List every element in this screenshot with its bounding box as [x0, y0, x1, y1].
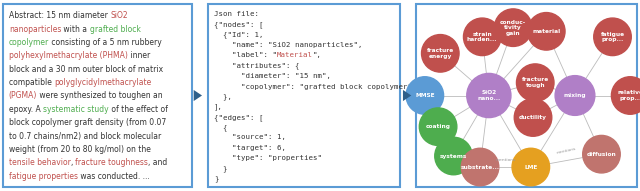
Text: coating: coating: [426, 124, 451, 129]
Text: Abstract: 15 nm diameter: Abstract: 15 nm diameter: [9, 11, 110, 20]
Text: were synthesized to toughen an: were synthesized to toughen an: [37, 91, 163, 100]
FancyBboxPatch shape: [3, 4, 192, 187]
Text: {"nodes": [: {"nodes": [: [214, 21, 263, 28]
Ellipse shape: [582, 135, 620, 173]
Ellipse shape: [555, 76, 595, 115]
Text: block and a 30 nm outer block of matrix: block and a 30 nm outer block of matrix: [9, 65, 163, 74]
Ellipse shape: [467, 73, 511, 118]
Text: fatigue
prop...: fatigue prop...: [600, 32, 625, 42]
Text: material: material: [532, 29, 561, 34]
Text: ",: ",: [313, 52, 322, 58]
Ellipse shape: [422, 35, 459, 72]
Text: was conducted. ...: was conducted. ...: [78, 172, 150, 181]
Text: block copolymer graft density (from 0.07: block copolymer graft density (from 0.07: [9, 118, 166, 127]
Ellipse shape: [419, 108, 457, 145]
Ellipse shape: [494, 9, 532, 46]
Text: , and: , and: [148, 158, 168, 167]
Ellipse shape: [594, 18, 631, 56]
Text: ,: ,: [71, 158, 76, 167]
FancyBboxPatch shape: [416, 4, 637, 187]
Text: SiO2
nano...: SiO2 nano...: [477, 90, 500, 101]
Text: systematic study: systematic study: [43, 105, 109, 114]
Text: mentions: mentions: [556, 147, 577, 155]
Text: polyglycidylmethacrylate: polyglycidylmethacrylate: [54, 78, 152, 87]
Text: weight (from 20 to 80 kg/mol) on the: weight (from 20 to 80 kg/mol) on the: [9, 145, 151, 154]
Text: polyhexylmethacrylate (PHMA): polyhexylmethacrylate (PHMA): [9, 51, 128, 60]
Ellipse shape: [461, 148, 499, 186]
Text: fracture
energy: fracture energy: [427, 48, 454, 58]
Ellipse shape: [611, 77, 640, 114]
Text: tensile behavior: tensile behavior: [9, 158, 71, 167]
Text: ductility: ductility: [519, 115, 547, 120]
Text: {"edges": [: {"edges": [: [214, 114, 263, 121]
Text: consisting of a 5 nm rubbery: consisting of a 5 nm rubbery: [49, 38, 162, 47]
Text: {: {: [214, 124, 227, 131]
Text: strain
harden...: strain harden...: [467, 32, 497, 42]
FancyBboxPatch shape: [208, 4, 400, 187]
Text: nanoparticles: nanoparticles: [9, 24, 61, 34]
Text: diffusion: diffusion: [587, 152, 616, 157]
Text: },: },: [214, 93, 232, 100]
Text: "source": 1,: "source": 1,: [214, 134, 285, 140]
Ellipse shape: [516, 64, 554, 101]
Text: SiO2: SiO2: [110, 11, 128, 20]
Text: LME: LME: [524, 164, 538, 169]
Text: "type": "properties": "type": "properties": [214, 155, 322, 161]
Ellipse shape: [512, 148, 550, 186]
Text: "copolymer": "grafted block copolymer" }: "copolymer": "grafted block copolymer" }: [214, 83, 420, 90]
Text: mixing: mixing: [564, 93, 586, 98]
Text: ],: ],: [214, 104, 223, 110]
Text: "attributes": {: "attributes": {: [214, 62, 300, 69]
Text: {"Id": 1,: {"Id": 1,: [214, 32, 263, 38]
Text: copolymer: copolymer: [9, 38, 49, 47]
Text: "label": ": "label": ": [214, 52, 276, 58]
Text: "name": "SiO2 nanoparticles",: "name": "SiO2 nanoparticles",: [214, 42, 362, 48]
Text: Material: Material: [276, 52, 313, 58]
Ellipse shape: [463, 18, 501, 56]
Text: (PGMA): (PGMA): [9, 91, 37, 100]
Text: relative
prop...: relative prop...: [617, 90, 640, 101]
Text: Json file:: Json file:: [214, 11, 259, 17]
Ellipse shape: [515, 99, 552, 136]
Text: "target": 6,: "target": 6,: [214, 145, 285, 151]
Text: inner: inner: [128, 51, 150, 60]
Ellipse shape: [435, 137, 472, 175]
Text: fatigue properties: fatigue properties: [9, 172, 78, 181]
Text: with a: with a: [61, 24, 90, 34]
Ellipse shape: [406, 77, 444, 114]
Text: to 0.7 chains/nm2) and block molecular: to 0.7 chains/nm2) and block molecular: [9, 132, 161, 141]
Text: fracture toughness: fracture toughness: [76, 158, 148, 167]
Text: systems: systems: [440, 154, 467, 159]
Text: }: }: [214, 165, 227, 172]
Text: }: }: [214, 176, 218, 182]
Text: substrate...: substrate...: [461, 164, 500, 169]
Text: of the effect of: of the effect of: [109, 105, 168, 114]
Text: "diameter": "15 nm",: "diameter": "15 nm",: [214, 73, 331, 79]
Text: MMSE: MMSE: [415, 93, 435, 98]
Text: epoxy. A: epoxy. A: [9, 105, 43, 114]
Text: fracture
tough: fracture tough: [522, 78, 549, 88]
Ellipse shape: [527, 13, 565, 50]
Text: conduc-
tivity
gain: conduc- tivity gain: [500, 20, 526, 36]
Text: compatible: compatible: [9, 78, 54, 87]
Text: grafted block: grafted block: [90, 24, 141, 34]
Text: mentions: mentions: [495, 158, 516, 162]
